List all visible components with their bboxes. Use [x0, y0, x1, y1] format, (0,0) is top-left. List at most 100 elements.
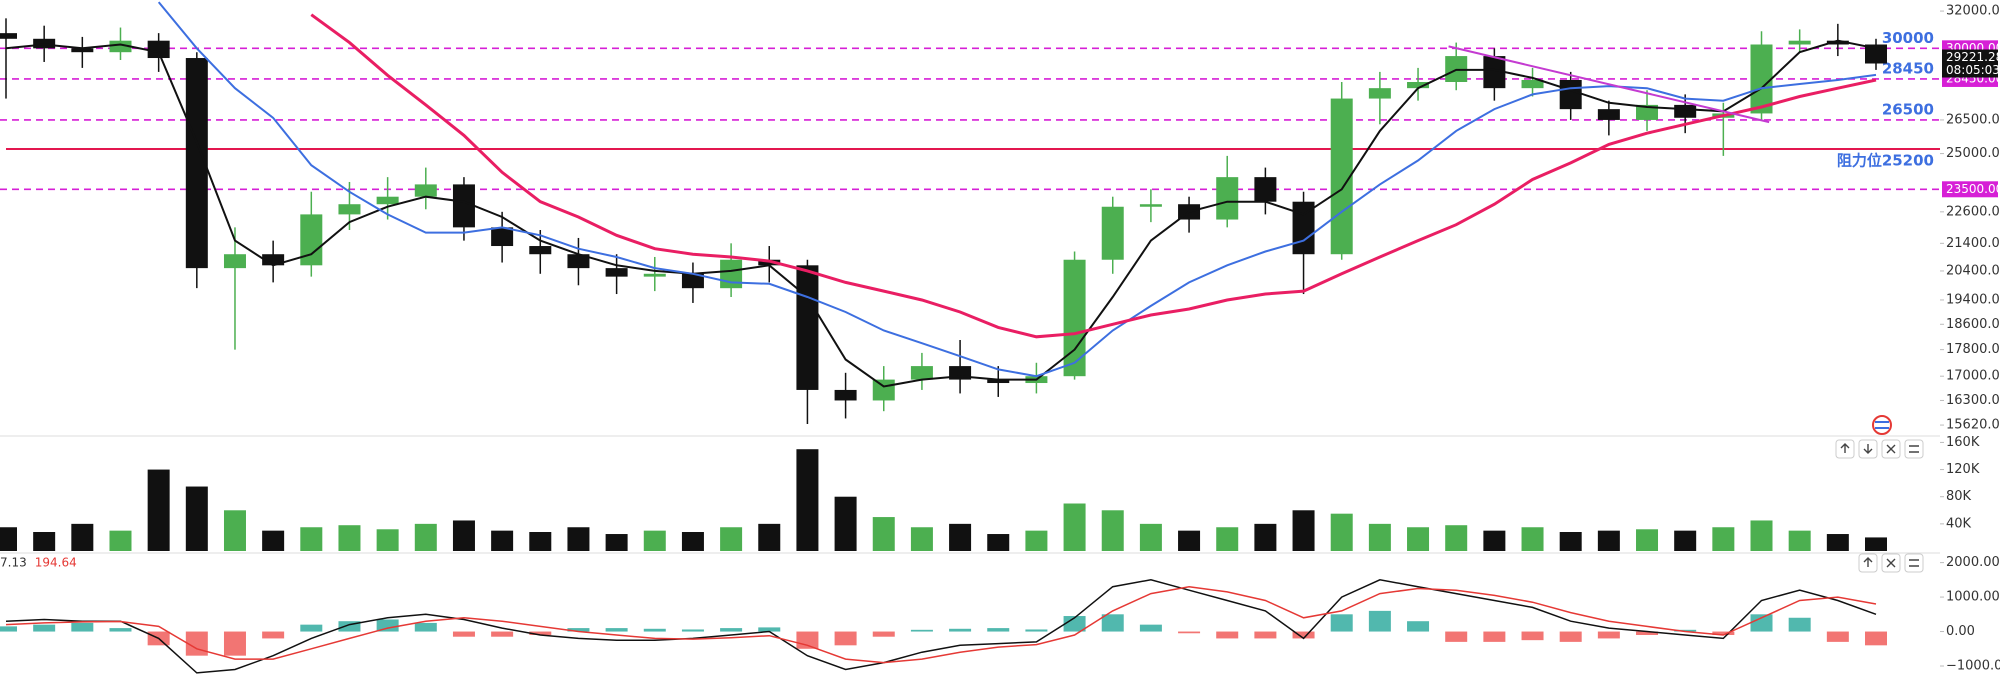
- candle-body: [1101, 206, 1124, 260]
- macd-legend-value: 7.13: [0, 556, 27, 570]
- level-annotation: 28450: [1882, 59, 1934, 77]
- macd-histogram-bar: [491, 631, 514, 637]
- candle-body: [1292, 201, 1315, 255]
- maximize-button[interactable]: [1904, 439, 1924, 459]
- moving-average: [310, 13, 1877, 339]
- macd-histogram-bar: [223, 631, 246, 656]
- candle-body: [147, 40, 170, 59]
- volume-bar: [223, 510, 246, 551]
- candle-body: [1063, 259, 1086, 377]
- resistance-annotation: 阻力位25200: [1837, 151, 1934, 169]
- candle-body: [1788, 40, 1811, 45]
- volume-bar: [1636, 529, 1659, 551]
- volume-bar: [1826, 534, 1849, 551]
- volume-bar: [758, 523, 781, 551]
- level-price-box: [1942, 181, 1998, 198]
- volume-bar: [300, 527, 323, 551]
- candle-body: [1216, 177, 1239, 220]
- candle-body: [1865, 44, 1887, 64]
- trendline: [1448, 45, 1770, 124]
- y-tick-label: 25000.00: [1946, 146, 2000, 161]
- macd-histogram-bar: [1407, 621, 1430, 632]
- volume-bar: [491, 530, 514, 551]
- candle-body: [643, 273, 666, 277]
- candle-body: [1483, 56, 1506, 89]
- move-up-button[interactable]: [1858, 553, 1878, 573]
- volume-bar: [1063, 503, 1086, 551]
- macd-histogram-bar: [605, 628, 628, 632]
- macd-histogram-bar: [1712, 631, 1735, 635]
- close-button[interactable]: [1881, 553, 1901, 573]
- candle-body: [491, 227, 514, 247]
- volume-bar: [1712, 527, 1735, 551]
- macd-histogram-bar: [300, 624, 323, 632]
- macd-histogram-bar: [1597, 631, 1620, 639]
- volume-bar: [376, 529, 399, 551]
- macd-histogram-bar: [1674, 629, 1697, 632]
- macd-histogram-bar: [376, 619, 399, 632]
- volume-bar: [1865, 537, 1887, 551]
- candle-body: [1521, 79, 1544, 89]
- candle-body: [71, 48, 94, 53]
- y-tick-label: 40K: [1946, 516, 1972, 531]
- macd-line: [5, 579, 1877, 674]
- macd-histogram-bar: [1063, 616, 1086, 632]
- moving-average: [157, 1, 1877, 378]
- volume-bar: [1139, 523, 1162, 551]
- volume-bar: [414, 523, 437, 551]
- candle-body: [567, 254, 590, 269]
- candle-body: [452, 184, 475, 228]
- macd-histogram-bar: [987, 628, 1010, 632]
- candle-body: [1750, 44, 1773, 114]
- volume-bar: [1407, 527, 1430, 551]
- volume-bar: [1788, 530, 1811, 551]
- candle-body: [987, 379, 1010, 384]
- move-down-button[interactable]: [1858, 439, 1878, 459]
- volume-bar: [987, 534, 1010, 551]
- macd-histogram-bar: [1559, 631, 1582, 642]
- move-up-button[interactable]: [1835, 439, 1855, 459]
- candle-body: [1254, 177, 1277, 202]
- maximize-button[interactable]: [1904, 553, 1924, 573]
- candle-body: [185, 58, 208, 269]
- y-tick-label: 17800.00: [1946, 342, 2000, 357]
- volume-bar: [605, 534, 628, 551]
- candle-body: [223, 254, 246, 269]
- y-tick-label: 21400.00: [1946, 236, 2000, 251]
- countdown-label: 08:05:03: [1946, 63, 2000, 77]
- volume-bar: [1025, 530, 1048, 551]
- volume-bar: [529, 532, 552, 551]
- flag-icon[interactable]: [1872, 415, 1892, 435]
- y-tick-label: 0.00: [1946, 624, 1975, 639]
- volume-bar: [949, 523, 972, 551]
- macd-histogram-bar: [643, 628, 666, 632]
- macd-histogram-bar: [1826, 631, 1849, 642]
- macd-histogram-bar: [834, 631, 857, 646]
- close-button[interactable]: [1881, 439, 1901, 459]
- macd-histogram-bar: [949, 628, 972, 632]
- volume-bar: [643, 530, 666, 551]
- volume-bar: [338, 525, 361, 551]
- macd-histogram-bar: [452, 631, 475, 637]
- volume-bar: [185, 486, 208, 551]
- volume-bar: [1178, 530, 1201, 551]
- candle-body: [109, 40, 132, 53]
- candle-body: [681, 273, 704, 289]
- candle-body: [872, 379, 895, 401]
- macd-histogram-bar: [262, 631, 285, 639]
- macd-histogram-bar: [720, 628, 743, 632]
- volume-bar: [1292, 510, 1315, 551]
- macd-histogram-bar: [1865, 631, 1887, 646]
- y-tick-label: 80K: [1946, 489, 1972, 504]
- candle-body: [796, 265, 819, 390]
- volume-bar: [1445, 525, 1468, 551]
- y-tick-label: 160K: [1946, 435, 1980, 450]
- macd-histogram-bar: [1025, 629, 1048, 632]
- macd-histogram-bar: [1216, 631, 1239, 639]
- candle-body: [1368, 88, 1391, 99]
- macd-histogram-bar: [796, 631, 819, 649]
- y-tick-label: 1000.00: [1946, 590, 2000, 605]
- macd-histogram-bar: [1178, 631, 1201, 634]
- volume-pane-buttons: [1835, 439, 1924, 459]
